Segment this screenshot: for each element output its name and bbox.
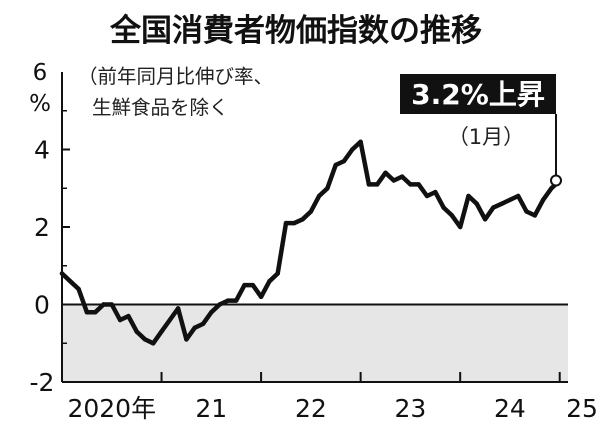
data-point — [159, 329, 164, 334]
data-point — [76, 286, 81, 292]
x-tick-label: 23 — [394, 394, 426, 423]
x-tick-label: 24 — [494, 394, 526, 423]
data-point — [184, 337, 189, 342]
data-point — [200, 321, 206, 327]
data-point — [142, 337, 148, 342]
x-axis: 2020年 21 22 23 24 25 — [61, 372, 598, 423]
data-point — [275, 271, 280, 276]
data-point — [59, 271, 65, 276]
data-point — [524, 209, 529, 214]
data-point — [101, 302, 106, 307]
y-tick-label: 2 — [34, 213, 50, 242]
data-point — [399, 174, 405, 179]
data-point — [499, 201, 504, 206]
callout-label: 3.2%上昇 — [411, 78, 545, 111]
negative-region-shade — [62, 304, 568, 382]
latest-point-marker — [550, 174, 562, 187]
data-point — [466, 193, 471, 199]
data-point — [192, 325, 197, 330]
data-point — [433, 189, 438, 195]
data-point — [549, 186, 554, 191]
series-points — [59, 139, 562, 346]
data-point — [482, 217, 488, 222]
data-point — [532, 213, 537, 218]
data-point — [109, 302, 115, 307]
data-point — [316, 193, 322, 199]
data-point — [424, 193, 430, 199]
data-point — [126, 313, 131, 319]
data-point — [250, 282, 255, 288]
x-tick-label: 22 — [295, 394, 327, 423]
x-tick-label: 25 — [566, 394, 598, 423]
data-point — [209, 310, 214, 315]
chart-title: 全国消費者物価指数の推移 — [109, 13, 482, 49]
y-tick-label: -2 — [30, 368, 55, 397]
data-point — [151, 341, 156, 346]
data-point — [300, 217, 305, 222]
data-point — [341, 158, 347, 164]
note-line-2: 生鮮食品を除く — [92, 96, 229, 119]
note-line-1: （前年同月比伸び率、 — [78, 65, 273, 88]
data-point — [441, 205, 446, 210]
data-point — [217, 302, 222, 307]
data-point — [366, 182, 372, 187]
x-tick-label: 21 — [195, 394, 227, 423]
callout-sublabel: （1月） — [448, 125, 524, 149]
data-point — [458, 224, 463, 230]
data-point — [383, 170, 388, 175]
data-point — [358, 139, 363, 144]
data-point — [84, 310, 90, 315]
data-point — [167, 317, 172, 323]
data-point — [516, 193, 521, 199]
data-point — [350, 147, 355, 152]
data-point — [375, 182, 380, 187]
data-point — [258, 294, 264, 299]
data-point — [449, 213, 455, 218]
data-point — [491, 205, 496, 210]
data-point — [242, 282, 247, 288]
y-tick-label: 4 — [34, 136, 50, 165]
data-point — [93, 310, 98, 315]
y-unit-top-label: 6 — [33, 60, 48, 86]
data-point — [234, 298, 239, 303]
data-point — [325, 186, 330, 191]
data-point — [292, 220, 297, 226]
data-point — [117, 317, 123, 323]
data-point — [68, 279, 73, 284]
callout-box — [400, 74, 556, 114]
y-axis: 4 2 0 -2 — [30, 72, 568, 397]
data-point — [333, 162, 338, 168]
data-point — [391, 178, 396, 183]
y-unit-percent-label: % — [29, 91, 51, 117]
data-point — [175, 306, 181, 311]
x-tick-label: 2020年 — [67, 394, 156, 423]
data-point — [225, 298, 231, 303]
data-point — [507, 197, 513, 203]
data-point — [267, 279, 272, 284]
data-point — [416, 182, 421, 187]
data-point — [134, 329, 139, 334]
data-point — [474, 201, 479, 206]
y-tick-label: 0 — [34, 291, 50, 320]
data-point — [308, 209, 314, 214]
data-point — [408, 182, 413, 187]
data-point — [540, 197, 546, 203]
data-point — [283, 220, 289, 226]
